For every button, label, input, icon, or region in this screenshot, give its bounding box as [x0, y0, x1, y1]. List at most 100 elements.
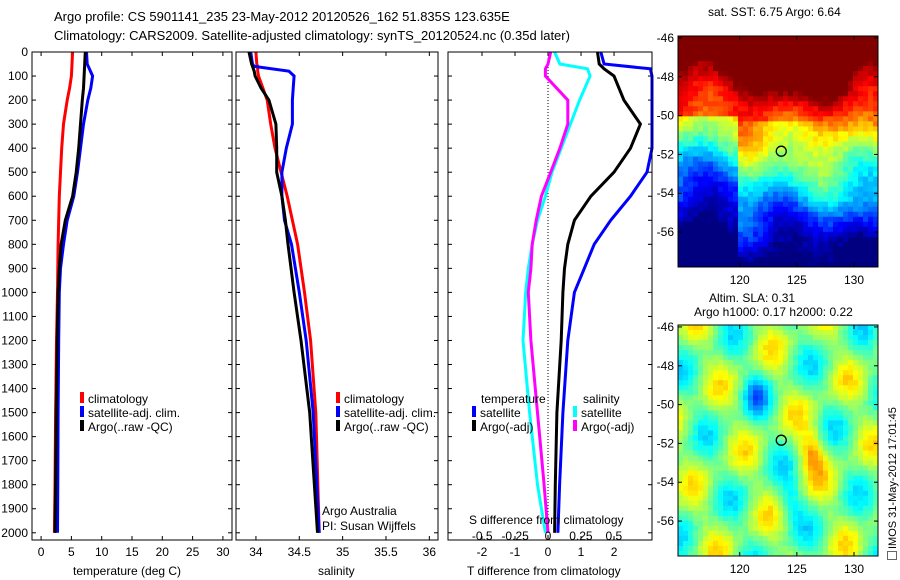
map-cell: [798, 51, 804, 57]
map-cell: [693, 515, 699, 522]
map-cell: [798, 420, 804, 426]
map-cell: [773, 246, 779, 253]
map-cell: [758, 166, 764, 172]
map-cell: [698, 400, 704, 406]
legend-swatch: [336, 406, 340, 417]
map-cell: [708, 345, 714, 351]
map-cell: [788, 455, 794, 461]
map-cell: [778, 445, 784, 451]
map-cell: [768, 475, 774, 482]
map-cell: [743, 430, 749, 436]
map-cell: [698, 61, 704, 67]
map-cell: [778, 545, 784, 552]
map-cell: [683, 156, 689, 162]
map-cell: [798, 480, 804, 487]
map-cell: [808, 425, 814, 431]
map-cell: [803, 126, 809, 132]
map-cell: [708, 226, 714, 233]
map-cell: [733, 490, 739, 497]
map-cell: [723, 191, 729, 198]
map-cell: [773, 430, 779, 436]
map-cell: [678, 415, 684, 421]
map-cell: [678, 435, 684, 441]
map-cell: [773, 350, 779, 356]
map-cell: [803, 470, 809, 477]
map-cell: [718, 126, 724, 132]
map-cell: [853, 510, 859, 517]
map-cell: [868, 66, 874, 72]
map-cell: [818, 156, 824, 162]
map-cell: [868, 76, 874, 82]
map-cell: [848, 430, 854, 436]
map-cell: [803, 241, 809, 248]
map-cell: [803, 226, 809, 233]
legend-label: Argo(..raw -QC): [88, 420, 173, 434]
map-cell: [768, 156, 774, 162]
map-cell: [873, 86, 879, 92]
map-cell: [703, 505, 709, 512]
map-cell: [838, 485, 844, 492]
map-cell: [743, 76, 749, 82]
map-cell: [768, 335, 774, 341]
map-cell: [773, 86, 779, 92]
map-cell: [698, 325, 704, 331]
map-cell: [758, 191, 764, 198]
map-cell: [848, 345, 854, 351]
map-cell: [773, 360, 779, 366]
map-cell: [768, 61, 774, 67]
map-cell: [713, 96, 719, 102]
map-cell: [823, 171, 829, 178]
map-cell: [703, 111, 709, 117]
map-cell: [713, 176, 719, 183]
map-cell: [853, 211, 859, 218]
map-cell: [718, 535, 724, 542]
y-tick-label: -52: [657, 436, 675, 450]
map-cell: [758, 340, 764, 346]
map-cell: [763, 530, 769, 537]
map-cell: [753, 151, 759, 157]
map-cell: [848, 116, 854, 122]
map-cell: [678, 81, 684, 87]
map-cell: [683, 256, 689, 263]
map-cell: [763, 126, 769, 132]
map-cell: [688, 360, 694, 366]
x-tick-label: 34.5: [288, 545, 312, 559]
map-cell: [838, 510, 844, 517]
map-cell: [753, 176, 759, 183]
map-cell: [823, 76, 829, 82]
map-cell: [793, 81, 799, 87]
map-cell: [873, 385, 879, 391]
map-cell: [778, 340, 784, 346]
map-cell: [853, 51, 859, 57]
map-cell: [703, 156, 709, 162]
map-cell: [808, 530, 814, 537]
map-cell: [678, 101, 684, 107]
map-cell: [783, 71, 789, 77]
x-tick-label: 35.5: [374, 545, 398, 559]
profile-panel-2: [235, 51, 439, 541]
map-cell: [803, 66, 809, 72]
map-cell: [858, 226, 864, 233]
map-cell: [693, 161, 699, 167]
map-cell: [858, 186, 864, 193]
map-cell: [758, 196, 764, 203]
map-cell: [763, 460, 769, 467]
map-cell: [848, 86, 854, 92]
map-cell: [698, 365, 704, 371]
map-cell: [833, 101, 839, 107]
map-cell: [693, 395, 699, 401]
map-cell: [848, 76, 854, 82]
map-cell: [868, 550, 874, 557]
map-cell: [798, 251, 804, 258]
map-cell: [693, 216, 699, 223]
map-cell: [833, 201, 839, 208]
map-cell: [813, 470, 819, 477]
map-cell: [698, 176, 704, 183]
map-cell: [828, 66, 834, 72]
map-cell: [863, 475, 869, 482]
map-cell: [823, 46, 829, 52]
map-cell: [698, 435, 704, 441]
map-cell: [743, 425, 749, 431]
map-cell: [788, 116, 794, 122]
map-cell: [853, 460, 859, 467]
